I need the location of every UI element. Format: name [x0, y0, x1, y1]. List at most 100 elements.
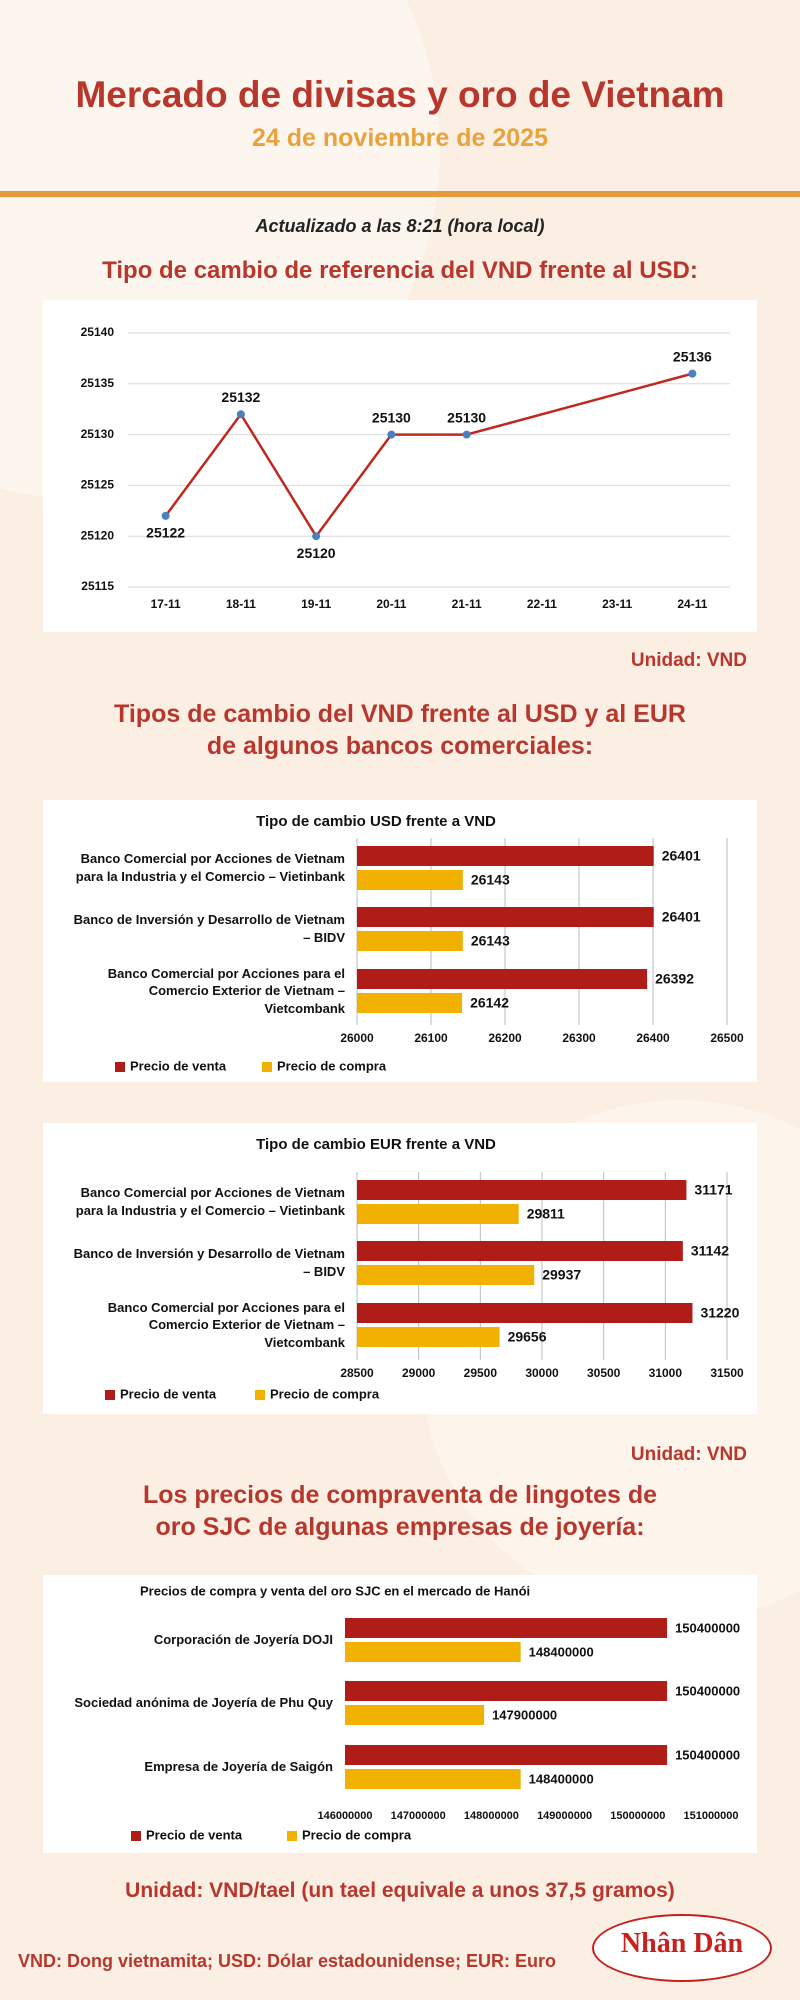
bar — [357, 1204, 519, 1224]
data-label: 25130 — [447, 409, 486, 425]
legend-swatch — [105, 1390, 115, 1400]
unit-note: Unidad: VND — [630, 650, 747, 671]
footer-note: VND: Dong vietnamita; USD: Dólar estadou… — [18, 1951, 557, 1971]
data-label: 25130 — [372, 409, 411, 425]
bar — [357, 1327, 500, 1347]
chart-box: Precios de compra y venta del oro SJC en… — [43, 1575, 757, 1853]
category-label: Banco de Inversión y Desarrollo de Vietn… — [73, 912, 345, 945]
x-tick-label: 29000 — [402, 1366, 436, 1380]
x-tick-label: 30000 — [525, 1366, 559, 1380]
bar — [357, 1265, 535, 1285]
legend-swatch — [255, 1390, 265, 1400]
unit-note: Unidad: VND — [630, 1444, 747, 1465]
data-label: 29811 — [527, 1206, 565, 1222]
x-tick-label: 28500 — [340, 1366, 374, 1380]
data-label: 26392 — [655, 971, 694, 987]
data-label: 148400000 — [529, 1644, 594, 1659]
x-tick-label: 30500 — [587, 1366, 621, 1380]
legend-label: Precio de venta — [120, 1386, 217, 1401]
chart-title: Precios de compra y venta del oro SJC en… — [140, 1583, 530, 1598]
logo: Nhân Dân — [620, 1928, 744, 1959]
bar — [345, 1681, 668, 1701]
data-label: 26143 — [471, 933, 510, 949]
category-label-box: Banco Comercial por Acciones de Vietnam … — [75, 1185, 345, 1218]
x-tick-label: 31000 — [649, 1366, 683, 1380]
data-label: 26143 — [471, 872, 510, 888]
x-tick-label: 21-11 — [452, 597, 482, 611]
x-tick-label: 148000000 — [464, 1810, 519, 1822]
bar — [357, 1241, 683, 1261]
category-label-box: Banco Comercial por Acciones para el Com… — [108, 966, 345, 1016]
data-point — [312, 532, 321, 541]
legend-label: Precio de compra — [270, 1386, 380, 1401]
data-label: 31171 — [694, 1182, 732, 1198]
y-tick-label: 25115 — [81, 579, 114, 593]
data-label: 150400000 — [675, 1747, 740, 1762]
legend-swatch — [262, 1062, 272, 1072]
date: 24 de noviembre de 2025 — [252, 124, 548, 152]
bar — [357, 1180, 687, 1200]
bar — [345, 1769, 521, 1789]
category-label: Banco de Inversión y Desarrollo de Vietn… — [73, 1246, 345, 1279]
category-label-box: Sociedad anónima de Joyería de Phu Quy — [74, 1695, 333, 1711]
data-label: 25136 — [673, 348, 712, 364]
data-label: 26401 — [662, 909, 701, 925]
category-label: Banco Comercial por Acciones para el Com… — [107, 1299, 345, 1350]
chart: Precios de compra y venta del oro SJC en… — [74, 1583, 740, 1842]
data-label: 26401 — [662, 848, 701, 864]
x-tick-label: 17-11 — [151, 597, 181, 611]
category-label: Empresa de Joyería de Saigón — [144, 1759, 333, 1775]
x-tick-label: 19-11 — [301, 597, 331, 611]
x-tick-label: 20-11 — [376, 597, 406, 611]
chart: 25115 25120 25125 25130 25135 25140 17-11 18-11… — [81, 325, 730, 611]
legend-label: Precio de compra — [302, 1827, 412, 1842]
legend-label: Precio de venta — [130, 1058, 227, 1073]
category-label: Banco Comercial por Acciones de Vietnam … — [75, 851, 345, 884]
category-label-box: Banco Comercial por Acciones para el Com… — [107, 1299, 345, 1350]
legend-label: Precio de compra — [277, 1058, 387, 1073]
section-title: Tipo de cambio de referencia del VND fre… — [102, 257, 698, 284]
section-title: Tipos de cambio del VND frente al USD y … — [114, 700, 686, 760]
data-label: 29937 — [542, 1267, 581, 1283]
y-tick-label: 25120 — [81, 528, 115, 542]
category-label: Banco Comercial por Acciones de Vietnam … — [75, 1185, 345, 1218]
x-tick-label: 31500 — [710, 1366, 744, 1380]
bar — [357, 969, 648, 989]
main-title: Mercado de divisas y oro de Vietnam — [75, 74, 725, 115]
data-point — [236, 410, 245, 419]
chart-box: Tipo de cambio EUR frente a VND 28500 2900… — [43, 1123, 757, 1414]
divider — [0, 191, 800, 197]
legend-swatch — [287, 1831, 297, 1841]
x-tick-label: 147000000 — [391, 1810, 446, 1822]
category-label-box: Banco de Inversión y Desarrollo de Vietn… — [73, 1246, 345, 1279]
chart: Tipo de cambio EUR frente a VND 28500 2900… — [73, 1136, 744, 1401]
data-label: 31220 — [700, 1305, 739, 1321]
x-tick-label: 24-11 — [677, 597, 707, 611]
category-label: Sociedad anónima de Joyería de Phu Quy — [74, 1695, 333, 1711]
bar — [357, 870, 463, 890]
chart: Tipo de cambio USD frente a VND 26000 2610… — [73, 813, 744, 1073]
chart-title: Tipo de cambio EUR frente a VND — [256, 1136, 496, 1153]
legend-swatch — [115, 1062, 125, 1072]
bar — [357, 1303, 693, 1323]
data-point — [462, 430, 471, 439]
bar — [345, 1745, 668, 1765]
data-label: 150400000 — [675, 1683, 740, 1698]
x-tick-label: 150000000 — [610, 1810, 665, 1822]
category-label-box: Banco Comercial por Acciones de Vietnam … — [75, 851, 345, 884]
data-point — [387, 430, 396, 439]
line-segment — [164, 413, 242, 517]
data-label: 148400000 — [529, 1771, 594, 1786]
chart-box: Tipo de cambio USD frente a VND 26000 2610… — [43, 800, 757, 1082]
data-label: 150400000 — [675, 1620, 740, 1635]
line-segment — [239, 413, 318, 537]
y-tick-label: 25125 — [81, 478, 115, 492]
bar — [357, 993, 463, 1013]
data-label: 26142 — [470, 995, 509, 1011]
y-tick-label: 25140 — [81, 325, 115, 339]
category-label-box: Empresa de Joyería de Saigón — [144, 1759, 333, 1775]
x-tick-label: 26200 — [488, 1031, 522, 1045]
